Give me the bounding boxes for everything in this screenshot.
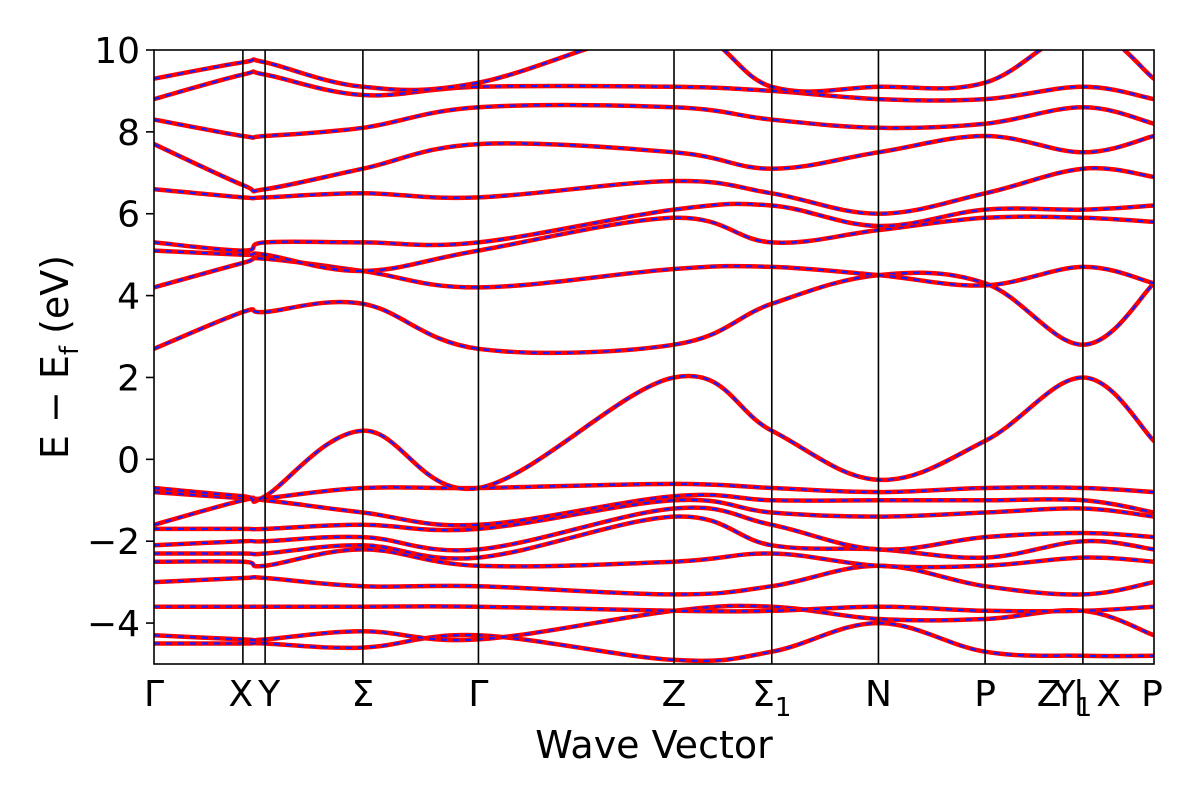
y-tick-label: 10 xyxy=(94,31,140,72)
x-kpoint-label: P xyxy=(974,674,996,715)
band-line-0 xyxy=(154,620,1154,664)
y-axis-title: E − Ef (eV) xyxy=(33,255,85,459)
band-line-3 xyxy=(154,563,1154,597)
y-axis-title-sub: f xyxy=(55,345,85,355)
band-line-2 xyxy=(154,604,1154,614)
y-tick-label: 4 xyxy=(117,277,140,318)
band-overlay-18 xyxy=(154,70,1154,102)
y-tick-label: −4 xyxy=(87,604,140,645)
plot-frame xyxy=(153,49,1155,665)
band-overlay-14 xyxy=(154,202,1154,252)
kpoint-lines xyxy=(242,50,1084,664)
x-kpoint-label: Σ1 xyxy=(752,674,791,723)
x-axis-kpoint-labels: Γ X Y Σ Γ Z Σ1 N P Y1Z | X P xyxy=(144,674,1163,723)
bands-layer xyxy=(154,50,1154,664)
y-tick-label: −2 xyxy=(87,522,140,563)
x-kpoint-label: P xyxy=(1141,674,1163,715)
y-tick-label: 6 xyxy=(117,195,140,236)
y-axis-title-unit: (eV) xyxy=(33,255,77,334)
x-kpoint-label: Y1 xyxy=(1053,674,1093,723)
band-overlay-10 xyxy=(154,374,1154,503)
svg-text:E − Ef(eV): E − Ef (eV) xyxy=(33,255,85,459)
y-axis-ticks: −4 −2 0 2 4 6 8 10 xyxy=(87,31,154,645)
y-tick-label: 8 xyxy=(117,113,140,154)
y-tick-label: 0 xyxy=(117,440,140,481)
band-line-14 xyxy=(154,201,1154,253)
y-tick-label: 2 xyxy=(117,358,140,399)
x-kpoint-label: Γ xyxy=(468,674,488,715)
band-overlay-0 xyxy=(154,622,1154,662)
x-kpoint-label: Σ xyxy=(352,674,375,715)
x-kpoint-label: Y xyxy=(257,674,281,715)
x-kpoint-label: X xyxy=(229,674,254,715)
x-kpoint-label: N xyxy=(865,674,892,715)
x-kpoint-label: Γ xyxy=(144,674,164,715)
x-axis-title: Wave Vector xyxy=(535,723,773,767)
x-kpoint-label: Z xyxy=(662,674,687,715)
y-axis-title-main: E − E xyxy=(33,355,77,459)
x-kpoint-label: Z | X xyxy=(1037,674,1121,715)
